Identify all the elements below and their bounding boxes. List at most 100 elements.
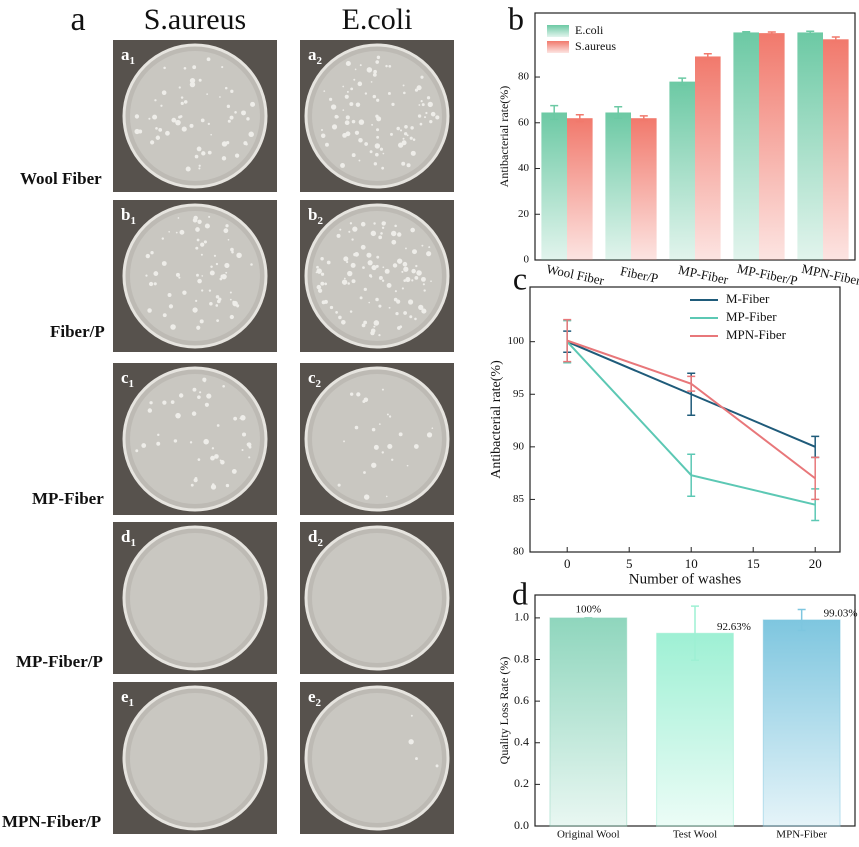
colony xyxy=(336,233,341,238)
legend-label: MPN-Fiber xyxy=(726,327,787,342)
colony xyxy=(231,250,234,254)
colony xyxy=(378,276,383,280)
colony xyxy=(403,266,409,272)
colony xyxy=(155,126,158,130)
colony xyxy=(372,94,377,99)
colony xyxy=(220,460,225,465)
colony xyxy=(364,92,368,95)
y-tick-label: 0.8 xyxy=(514,651,529,665)
panel-label: b xyxy=(508,0,524,36)
y-tick-label: 40 xyxy=(518,162,530,174)
colony xyxy=(150,140,155,145)
row-label: MP-Fiber xyxy=(32,489,104,508)
colony xyxy=(359,64,362,67)
colony xyxy=(350,262,356,268)
colony xyxy=(241,110,246,116)
colony xyxy=(373,320,380,326)
error-bar xyxy=(575,114,584,123)
colony xyxy=(199,391,202,394)
colony xyxy=(210,265,213,268)
colony xyxy=(350,87,354,91)
colony xyxy=(353,78,356,81)
photo-letter: d xyxy=(308,527,318,546)
colony xyxy=(161,90,167,96)
photo-letter: e xyxy=(121,687,129,706)
colony xyxy=(189,77,196,84)
colony xyxy=(200,118,205,123)
colony xyxy=(393,297,398,302)
colony xyxy=(421,103,425,107)
colony xyxy=(381,451,384,454)
plot-frame xyxy=(529,286,841,553)
x-tick-label: MP-Fiber/P xyxy=(736,261,799,288)
colony xyxy=(348,230,351,233)
error-bar xyxy=(811,456,820,501)
colony xyxy=(241,432,247,437)
colony xyxy=(388,306,391,309)
colony xyxy=(410,150,416,156)
colony xyxy=(375,297,379,302)
colony xyxy=(196,146,202,152)
x-tick-label: 5 xyxy=(626,556,633,571)
colony xyxy=(162,313,167,318)
colony xyxy=(317,288,323,293)
photo-label: d2 xyxy=(308,527,323,549)
colony xyxy=(360,244,366,250)
y-tick-label: 90 xyxy=(513,440,525,452)
y-tick-label: 0.2 xyxy=(514,776,529,790)
colony xyxy=(410,126,414,130)
colony xyxy=(245,142,248,146)
colony xyxy=(397,232,402,237)
colony xyxy=(250,101,256,107)
colony xyxy=(355,102,361,107)
colony xyxy=(375,60,380,64)
x-tick-label: MPN-Fiber xyxy=(776,829,827,841)
colony xyxy=(203,438,209,445)
photo-label: e1 xyxy=(121,687,134,709)
colony xyxy=(370,330,375,336)
colony xyxy=(373,325,376,328)
colony xyxy=(390,132,393,136)
colony xyxy=(388,415,392,418)
colony xyxy=(196,325,201,330)
colony xyxy=(406,163,411,168)
colony xyxy=(195,227,200,232)
colony xyxy=(371,265,377,271)
colony xyxy=(429,120,433,124)
colony xyxy=(171,117,177,123)
colony xyxy=(201,289,204,292)
colony xyxy=(180,96,184,99)
colony xyxy=(248,456,251,459)
colony xyxy=(145,253,150,259)
colony xyxy=(226,104,231,109)
colony xyxy=(145,274,148,277)
colony xyxy=(224,86,228,90)
colony xyxy=(248,131,254,138)
colony xyxy=(352,226,358,232)
colony xyxy=(189,81,196,88)
legend-label: S.aureus xyxy=(575,39,616,53)
colony xyxy=(373,222,376,225)
colony xyxy=(379,147,384,151)
colony xyxy=(232,300,238,307)
colony xyxy=(194,154,199,159)
petri-dish xyxy=(312,693,442,823)
bar xyxy=(605,112,631,260)
colony xyxy=(175,412,181,419)
colony xyxy=(383,221,386,224)
photo-label: b2 xyxy=(308,205,323,227)
colony xyxy=(223,228,229,234)
colony xyxy=(428,246,431,249)
colony xyxy=(339,228,342,231)
colony xyxy=(227,119,231,123)
petri-dish xyxy=(312,374,442,504)
x-tick-label: Fiber/P xyxy=(619,263,660,286)
photo-label: a2 xyxy=(308,45,323,67)
colony xyxy=(422,283,425,286)
y-tick-label: 0.0 xyxy=(514,818,529,832)
x-tick-label: Test Wool xyxy=(673,829,717,841)
colony xyxy=(221,65,224,69)
colony xyxy=(375,152,379,157)
colony xyxy=(388,64,392,68)
